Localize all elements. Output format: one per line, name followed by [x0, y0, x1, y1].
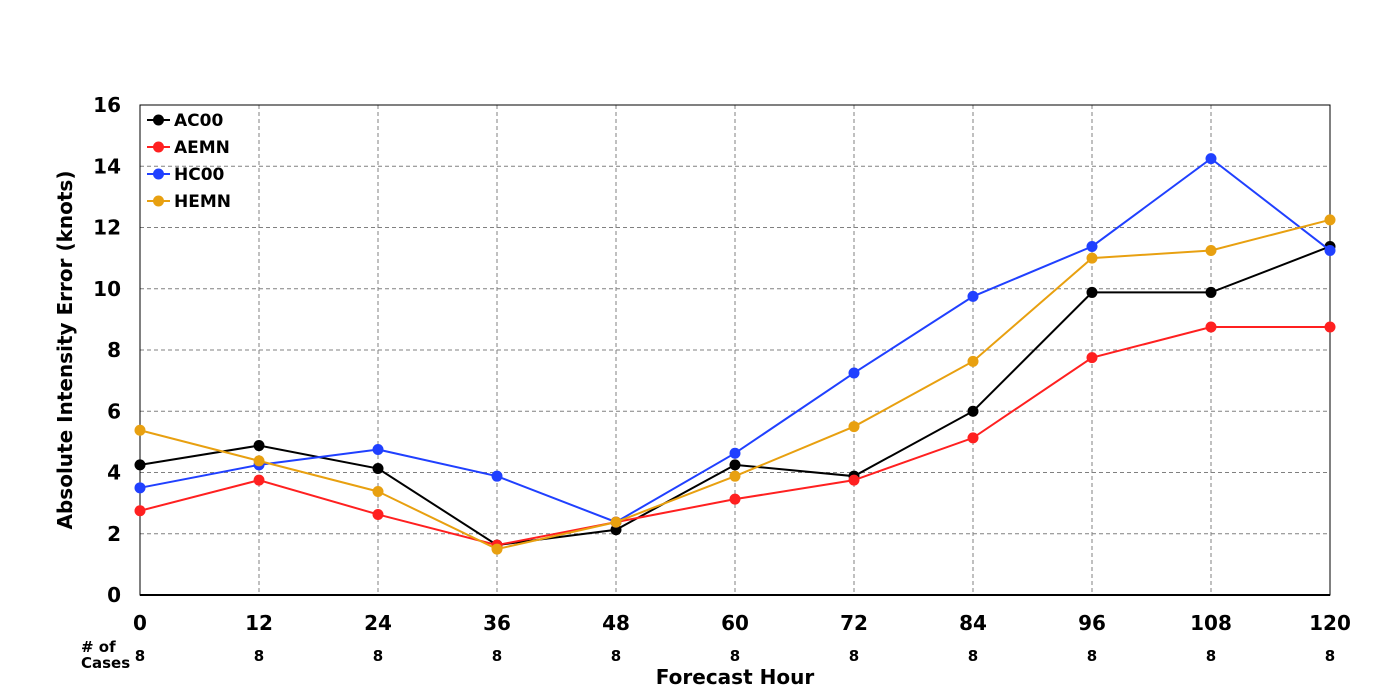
y-tick-label: 14 [93, 154, 121, 178]
cases-label-line1: # of [81, 638, 116, 656]
y-tick-label: 8 [107, 338, 121, 362]
case-count-labels: 8 8 8 8 8 8 8 8 8 8 8 [135, 647, 1335, 665]
case-count: 8 [373, 647, 383, 665]
data-point [134, 505, 146, 517]
data-point [729, 447, 741, 459]
case-count: 8 [849, 647, 859, 665]
data-point [1205, 244, 1217, 256]
data-point [134, 459, 146, 471]
x-tick-label: 36 [483, 611, 511, 635]
data-point [1086, 286, 1098, 298]
y-tick-label: 0 [107, 583, 121, 607]
data-point [848, 421, 860, 433]
x-tick-label: 48 [602, 611, 630, 635]
legend-marker [153, 141, 164, 153]
x-tick-label: 120 [1309, 611, 1351, 635]
legend-item-hc00: HC00 [147, 165, 225, 185]
data-point [1324, 321, 1336, 333]
data-point [848, 474, 860, 486]
legend-item-ac00: AC00 [147, 111, 223, 131]
data-point [1205, 321, 1217, 333]
x-tick-label: 96 [1078, 611, 1106, 635]
legend-label: HC00 [174, 165, 225, 185]
x-tick-label: 60 [721, 611, 749, 635]
series-hemn [134, 214, 1336, 555]
case-count: 8 [492, 647, 502, 665]
legend-label: HEMN [174, 192, 231, 212]
y-tick-label: 4 [107, 461, 121, 485]
x-axis-title: Forecast Hour [656, 665, 815, 689]
data-point [372, 508, 384, 520]
y-tick-label: 12 [93, 216, 121, 240]
data-series [134, 153, 1336, 555]
data-point [1324, 214, 1336, 226]
x-tick-label: 108 [1190, 611, 1232, 635]
y-tick-label: 2 [107, 522, 121, 546]
cases-label-line2: Cases [81, 654, 130, 672]
case-count: 8 [1206, 647, 1216, 665]
case-count: 8 [968, 647, 978, 665]
x-tick-labels: 0 12 24 36 48 60 72 84 96 108 120 [133, 611, 1351, 635]
data-point [134, 424, 146, 436]
y-axis-title: Absolute Intensity Error (knots) [53, 171, 77, 530]
legend-marker [153, 114, 164, 126]
y-tick-label: 16 [93, 93, 121, 117]
data-point [967, 405, 979, 417]
case-count: 8 [1087, 647, 1097, 665]
data-point [610, 516, 622, 528]
data-point [491, 470, 503, 482]
data-point [967, 355, 979, 367]
case-count: 8 [135, 647, 145, 665]
y-tick-labels: 0 2 4 6 8 10 12 14 16 [93, 93, 121, 607]
data-point [1086, 252, 1098, 264]
data-point [1324, 244, 1336, 256]
case-count: 8 [611, 647, 621, 665]
data-point [1086, 240, 1098, 252]
data-point [967, 290, 979, 302]
y-tick-label: 6 [107, 399, 121, 423]
data-point [491, 543, 503, 555]
legend-label: AEMN [174, 138, 230, 158]
x-tick-label: 0 [133, 611, 147, 635]
data-point [967, 432, 979, 444]
legend: AC00 AEMN HC00 HEMN [147, 111, 231, 212]
data-point [134, 482, 146, 494]
legend-marker [153, 168, 164, 180]
legend-label: AC00 [174, 111, 223, 131]
legend-marker [153, 195, 164, 207]
data-point [253, 474, 265, 486]
data-point [372, 463, 384, 475]
data-point [729, 493, 741, 505]
case-count: 8 [1325, 647, 1335, 665]
legend-item-aemn: AEMN [147, 138, 230, 158]
y-tick-label: 10 [93, 277, 121, 301]
case-count: 8 [730, 647, 740, 665]
data-point [729, 459, 741, 471]
data-point [1086, 352, 1098, 364]
data-point [372, 444, 384, 456]
case-count: 8 [254, 647, 264, 665]
x-tick-label: 84 [959, 611, 987, 635]
data-point [372, 485, 384, 497]
data-point [610, 524, 622, 536]
data-point [1205, 153, 1217, 165]
legend-item-hemn: HEMN [147, 192, 231, 212]
data-point [253, 455, 265, 467]
x-tick-label: 12 [245, 611, 273, 635]
data-point [729, 470, 741, 482]
x-tick-label: 72 [840, 611, 868, 635]
x-tick-label: 24 [364, 611, 392, 635]
data-point [1205, 286, 1217, 298]
data-point [848, 367, 860, 379]
data-point [253, 440, 265, 452]
series-hc00 [134, 153, 1336, 528]
